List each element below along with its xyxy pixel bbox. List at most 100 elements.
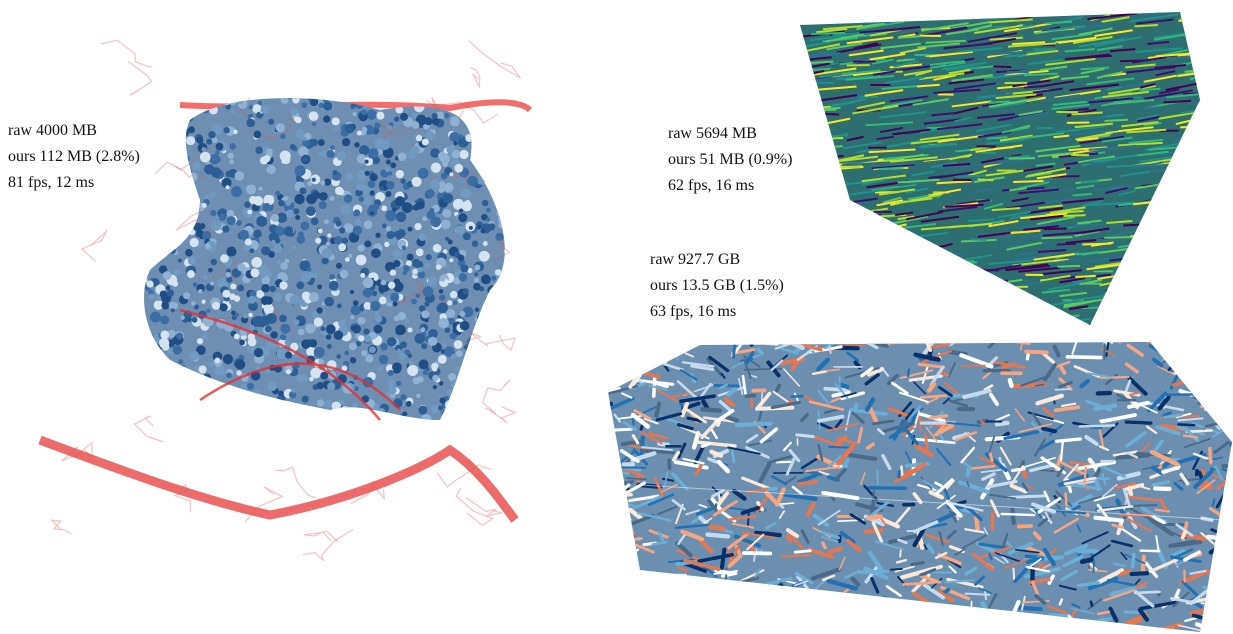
- texture: [356, 418, 364, 426]
- texture: [799, 214, 834, 217]
- texture: [1061, 10, 1109, 13]
- texture: [923, 264, 939, 265]
- texture: [837, 242, 875, 248]
- texture: [280, 134, 285, 139]
- texture: [494, 383, 503, 392]
- texture: [459, 392, 464, 397]
- texture: [1226, 491, 1233, 502]
- texture: [1208, 375, 1209, 384]
- texture: [1132, 555, 1133, 567]
- texture: [400, 113, 408, 121]
- texture: [1221, 395, 1233, 397]
- texture: [309, 87, 320, 98]
- texture: [455, 365, 461, 371]
- texture: [309, 292, 319, 302]
- texture: [1206, 39, 1233, 42]
- texture: [505, 138, 513, 146]
- texture: [402, 202, 413, 213]
- texture: [202, 231, 211, 240]
- texture: [242, 385, 248, 391]
- texture: [1171, 175, 1192, 180]
- texture: [460, 393, 467, 400]
- texture: [817, 271, 852, 272]
- texture: [488, 423, 496, 431]
- texture: [154, 381, 163, 390]
- texture: [261, 284, 270, 293]
- texture: [471, 68, 480, 87]
- texture: [191, 301, 196, 306]
- texture: [190, 351, 200, 361]
- texture: [431, 405, 439, 413]
- texture: [161, 245, 172, 256]
- texture: [491, 89, 495, 93]
- texture: [405, 318, 410, 323]
- texture: [481, 274, 491, 284]
- texture: [857, 286, 906, 291]
- texture: [1170, 276, 1201, 280]
- texture: [886, 277, 904, 281]
- texture: [379, 296, 387, 304]
- texture: [267, 417, 271, 421]
- texture: [601, 495, 631, 498]
- texture: [1105, 337, 1107, 343]
- texture: [949, 297, 967, 302]
- texture: [141, 346, 146, 351]
- texture: [1210, 396, 1211, 403]
- texture: [246, 119, 255, 128]
- texture: [453, 300, 458, 305]
- texture: [222, 225, 229, 232]
- texture: [280, 262, 288, 270]
- texture: [486, 208, 491, 213]
- texture: [165, 424, 174, 433]
- texture: [922, 8, 949, 11]
- texture: [1165, 248, 1201, 254]
- texture: [871, 241, 898, 247]
- texture: [823, 274, 847, 275]
- texture: [463, 397, 471, 405]
- texture: [802, 200, 837, 206]
- texture: [489, 335, 496, 342]
- texture: [791, 157, 817, 163]
- texture: [387, 337, 397, 347]
- texture: [477, 313, 487, 323]
- texture: [810, 139, 834, 143]
- texture: [229, 159, 234, 164]
- texture: [181, 316, 185, 320]
- texture: [510, 146, 519, 155]
- texture: [891, 569, 902, 570]
- texture: [1161, 306, 1177, 308]
- texture: [804, 246, 848, 253]
- texture: [443, 342, 448, 347]
- texture: [386, 231, 394, 239]
- texture: [324, 399, 332, 407]
- texture: [399, 353, 406, 360]
- texture: [234, 333, 240, 339]
- texture: [1142, 290, 1180, 296]
- texture: [400, 341, 407, 348]
- texture: [249, 87, 255, 93]
- texture: [142, 202, 147, 207]
- texture: [146, 99, 153, 106]
- texture: [1152, 317, 1175, 321]
- texture: [1179, 231, 1207, 232]
- texture: [1108, 286, 1147, 293]
- raw-size: raw 4000 MB: [8, 118, 140, 144]
- texture: [644, 451, 673, 453]
- texture: [507, 418, 512, 423]
- texture: [513, 342, 522, 351]
- texture: [365, 171, 370, 176]
- texture: [476, 348, 484, 356]
- texture: [888, 307, 915, 309]
- texture: [369, 346, 376, 353]
- texture: [426, 254, 432, 260]
- texture: [1181, 202, 1226, 205]
- texture: [1204, 272, 1233, 278]
- texture: [423, 369, 429, 375]
- texture: [450, 291, 457, 298]
- texture: [932, 303, 953, 308]
- compressed-size: ours 13.5 GB (1.5%): [650, 273, 784, 299]
- texture: [863, 248, 910, 251]
- texture: [193, 205, 200, 212]
- texture: [484, 420, 491, 427]
- texture: [951, 291, 1001, 295]
